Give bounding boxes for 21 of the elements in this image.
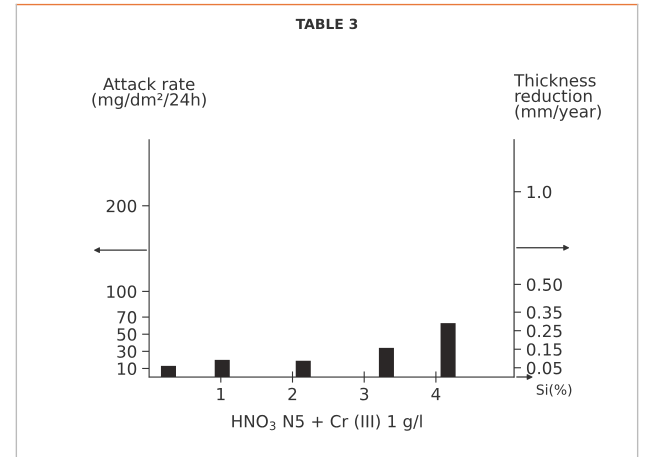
y2-tick-label: 0.50 xyxy=(526,278,562,291)
y-tick-label: 200 xyxy=(106,200,136,212)
x-axis-title: Si(%) xyxy=(536,384,572,397)
x-tick-label: 2 xyxy=(288,388,296,400)
y-tick-label: 100 xyxy=(107,285,136,298)
y-axis-title: Attack rate (mg/dm²/24h) xyxy=(92,77,206,110)
x-tick-label: 1 xyxy=(217,388,225,400)
y2-tick-label: 0.05 xyxy=(526,362,562,374)
text: HNO$_{3}$ N5 + Cr (III) 1 g/l xyxy=(232,414,422,431)
x-tick-label: 3 xyxy=(360,388,368,400)
y-tick-label: 30 xyxy=(117,345,136,358)
y2-axis-title: Thickness reduction (mm/year) xyxy=(514,74,601,121)
y2-tick-label: 1.0 xyxy=(528,186,552,198)
x-tick-label: 4 xyxy=(431,388,440,400)
chart-title: TABLE 3 xyxy=(296,18,358,30)
y2-tick-label: 0.35 xyxy=(526,306,562,319)
y-tick-label: 70 xyxy=(117,311,136,324)
y2-tick-label: 0.25 xyxy=(526,324,562,338)
y-tick-label: 10 xyxy=(118,362,136,376)
y2-tick-label: 0.15 xyxy=(526,343,562,356)
y-tick-label: 50 xyxy=(117,328,136,341)
